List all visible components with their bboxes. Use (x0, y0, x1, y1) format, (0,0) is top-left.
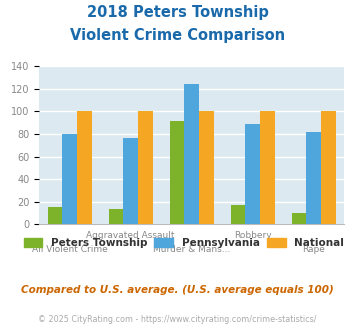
Text: All Violent Crime: All Violent Crime (32, 245, 108, 254)
Bar (138, 111, 153, 224)
Text: Violent Crime Comparison: Violent Crime Comparison (70, 28, 285, 43)
Bar (245, 124, 260, 224)
Text: Murder & Mans...: Murder & Mans... (153, 245, 230, 254)
Bar (170, 121, 184, 224)
Text: Rape: Rape (302, 245, 325, 254)
Bar (321, 111, 336, 224)
Bar (306, 132, 321, 224)
Text: © 2025 CityRating.com - https://www.cityrating.com/crime-statistics/: © 2025 CityRating.com - https://www.city… (38, 315, 317, 324)
Bar (199, 111, 214, 224)
Text: 2018 Peters Township: 2018 Peters Township (87, 5, 268, 20)
Text: Robbery: Robbery (234, 231, 272, 240)
Bar (292, 213, 306, 224)
Bar (231, 205, 245, 224)
Legend: Peters Township, Pennsylvania, National: Peters Township, Pennsylvania, National (20, 234, 348, 252)
Bar (184, 84, 199, 224)
Text: Aggravated Assault: Aggravated Assault (86, 231, 175, 240)
Bar (48, 208, 62, 224)
Bar (123, 138, 138, 224)
Bar (77, 111, 92, 224)
Bar (109, 209, 123, 224)
Text: Compared to U.S. average. (U.S. average equals 100): Compared to U.S. average. (U.S. average … (21, 285, 334, 295)
Bar (260, 111, 275, 224)
Bar (62, 134, 77, 224)
